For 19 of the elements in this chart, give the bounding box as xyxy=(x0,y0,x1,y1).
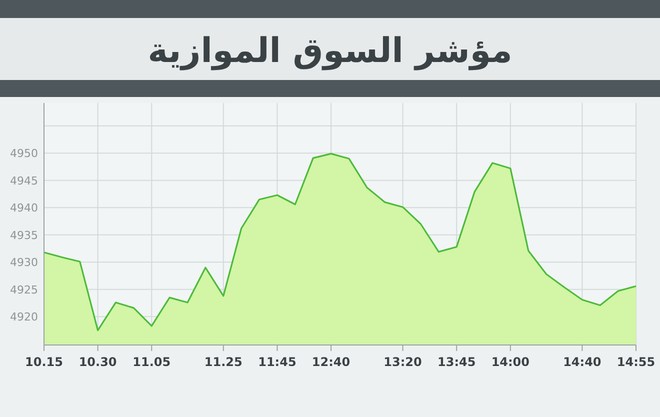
x-tick-label: 14:40 xyxy=(563,355,602,369)
x-tick-label: 11.25 xyxy=(204,355,242,369)
y-tick-label: 4925 xyxy=(10,283,38,296)
x-tick-label: 10.15 xyxy=(25,355,63,369)
x-tick-label: 11.05 xyxy=(132,355,171,369)
x-tick-label: 10.30 xyxy=(78,355,117,369)
chart-title: مؤشر السوق الموازية xyxy=(148,31,512,71)
y-tick-label: 4950 xyxy=(10,147,38,160)
y-tick-label: 4940 xyxy=(10,202,38,215)
y-tick-label: 4930 xyxy=(10,256,38,270)
x-tick-label: 12:40 xyxy=(312,355,350,369)
x-tick-label: 13:45 xyxy=(438,355,476,369)
x-tick-label: 14:00 xyxy=(491,355,530,369)
y-tick-label: 4945 xyxy=(10,174,38,188)
y-tick-label: 4920 xyxy=(10,310,38,324)
y-tick-label: 4935 xyxy=(10,228,38,242)
x-tick-label: 11:45 xyxy=(258,355,296,369)
x-tick-label: 14:55 xyxy=(616,355,656,369)
x-tick-label: 13:20 xyxy=(384,355,422,369)
